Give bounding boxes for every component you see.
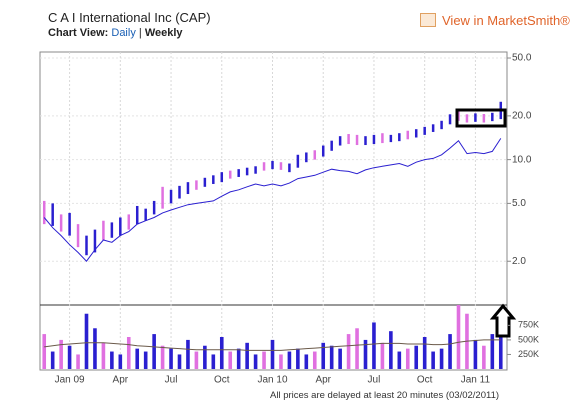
volume-bar <box>76 354 80 369</box>
volume-bar <box>422 337 427 369</box>
volume-bar <box>405 348 410 369</box>
volume-tick-label: 250K <box>518 349 539 359</box>
x-tick-label: Apr <box>315 375 331 386</box>
volume-bar <box>253 354 258 369</box>
volume-bar <box>329 345 334 369</box>
volume-bar <box>312 351 317 369</box>
volume-bar <box>67 345 72 369</box>
volume-bar <box>414 345 419 369</box>
y-tick-label: 2.0 <box>512 256 526 267</box>
annotation-arrow <box>489 303 517 338</box>
volume-bar <box>211 354 216 369</box>
daily-link[interactable]: Daily <box>111 27 136 39</box>
volume-bar <box>296 348 300 369</box>
volume-bar <box>126 337 131 369</box>
volume-bar <box>177 354 182 369</box>
y-tick-label: 5.0 <box>512 198 526 209</box>
grid <box>40 52 507 369</box>
volume-bar <box>194 351 199 369</box>
volume-bar <box>363 339 368 369</box>
marketsmith-icon <box>420 13 436 27</box>
x-tick-label: Jul <box>368 375 381 386</box>
volume-average-line <box>44 339 501 351</box>
volume-bar <box>228 351 233 369</box>
volume-bar <box>236 348 241 369</box>
volume-tick-label: 750K <box>518 320 539 330</box>
volume-bar <box>262 351 266 369</box>
volume-bar <box>219 337 224 369</box>
volume-bar <box>101 342 106 369</box>
volume-bar <box>397 351 402 369</box>
volume-bar <box>152 334 156 369</box>
x-tick-label: Apr <box>113 375 129 386</box>
y-tick-label: 50.0 <box>512 53 532 64</box>
volume-bar <box>321 342 326 369</box>
volume-bar <box>42 334 47 369</box>
chart-view: Chart View: Daily | Weekly <box>48 27 183 39</box>
volume-bar <box>346 334 351 369</box>
volume-bar <box>110 351 114 369</box>
volume-bar <box>169 348 173 369</box>
volume-bar <box>490 334 495 369</box>
volume-bar <box>135 348 140 369</box>
volume-bar <box>203 345 207 369</box>
volume-bar <box>287 351 292 369</box>
x-tick-label: Jul <box>165 375 178 386</box>
volume-bar <box>59 339 63 369</box>
stock-title: C A I International Inc (CAP) <box>48 10 211 25</box>
volume-bar <box>338 348 342 369</box>
volume-bar <box>448 334 452 369</box>
chart-frame <box>39 51 508 371</box>
volume-bar <box>431 351 435 369</box>
volume-bar <box>380 342 385 369</box>
x-tick-label: Jan 11 <box>461 375 491 386</box>
volume-bar <box>473 339 478 369</box>
volume-bar <box>279 354 283 369</box>
annotation-box <box>455 108 507 128</box>
volume-bar <box>355 328 359 369</box>
marks <box>42 101 503 369</box>
rs-line <box>43 138 502 262</box>
x-tick-label: Jan 09 <box>55 375 85 386</box>
volume-bar <box>304 354 309 369</box>
weekly-link[interactable]: Weekly <box>144 27 183 39</box>
x-tick-label: Jan 10 <box>257 375 287 386</box>
volume-bar <box>93 328 97 369</box>
volume-bar <box>118 354 123 369</box>
separator: | <box>138 27 142 39</box>
volume-bar <box>439 348 444 369</box>
volume-bar <box>143 351 148 369</box>
marketsmith-link[interactable]: View in MarketSmith® <box>420 13 570 28</box>
footer: All prices are delayed at least 20 minut… <box>270 390 500 401</box>
volume-bar <box>186 339 190 369</box>
y-tick-label: 10.0 <box>512 154 532 165</box>
y-tick-label: 20.0 <box>512 111 532 122</box>
volume-bar <box>389 331 393 369</box>
volume-bar <box>245 342 249 369</box>
volume-bar <box>84 313 89 369</box>
volume-bar <box>482 345 486 369</box>
volume-bar <box>270 339 275 369</box>
volume-bar <box>50 351 55 369</box>
volume-bar <box>372 322 376 369</box>
volume-bar <box>456 305 461 369</box>
volume-bar <box>160 345 165 369</box>
x-tick-label: Oct <box>214 375 230 386</box>
marketsmith-text[interactable]: View in MarketSmith® <box>442 13 570 28</box>
volume-bar <box>498 337 503 369</box>
chart-view-label: Chart View: <box>48 27 109 39</box>
volume-tick-label: 500K <box>518 334 539 344</box>
x-tick-label: Oct <box>417 375 433 386</box>
